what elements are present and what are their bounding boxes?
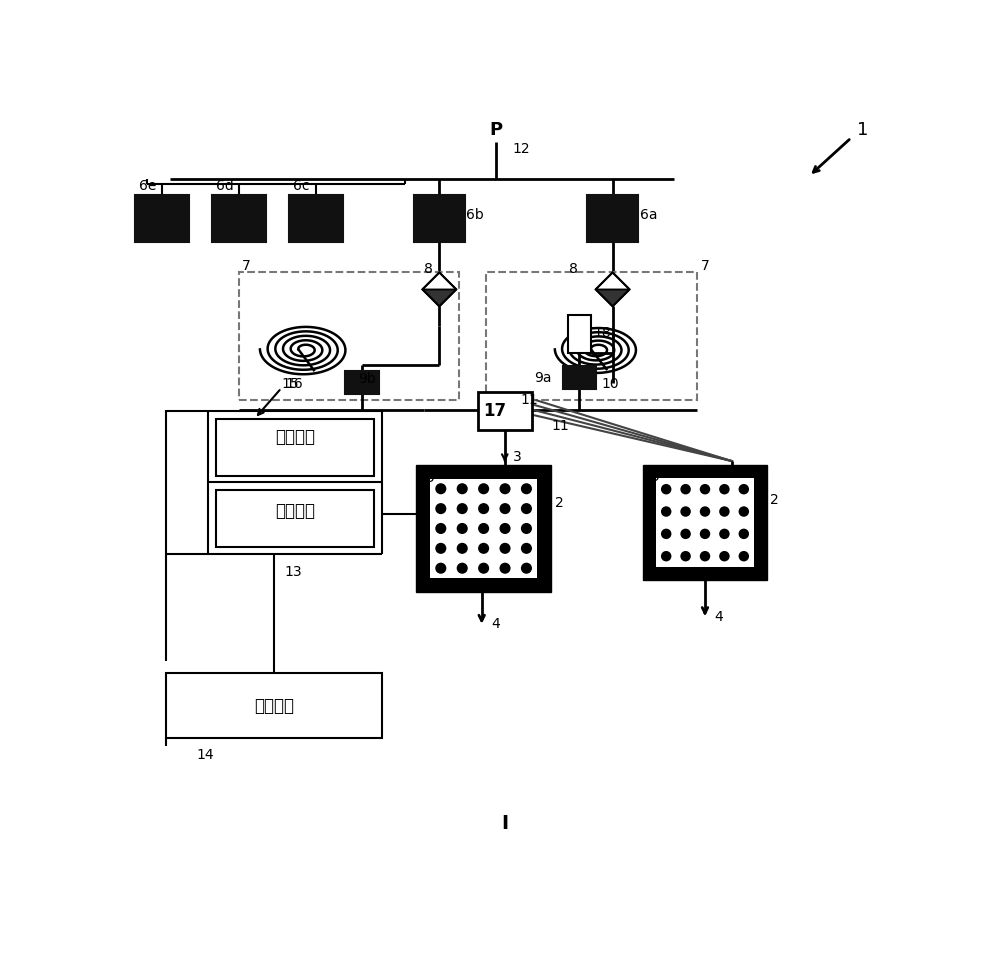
Text: 1: 1 xyxy=(857,121,869,139)
Circle shape xyxy=(478,542,489,554)
Circle shape xyxy=(435,523,446,534)
Polygon shape xyxy=(596,272,630,289)
Circle shape xyxy=(739,506,749,517)
Circle shape xyxy=(435,542,446,554)
Text: 15: 15 xyxy=(282,377,299,392)
Text: 寻址系统: 寻址系统 xyxy=(275,501,315,520)
Text: 7: 7 xyxy=(701,260,710,273)
Polygon shape xyxy=(422,289,456,307)
Text: 5: 5 xyxy=(651,470,660,483)
Circle shape xyxy=(435,483,446,495)
Text: 5: 5 xyxy=(425,471,434,485)
FancyBboxPatch shape xyxy=(414,196,465,242)
FancyBboxPatch shape xyxy=(563,367,596,390)
Circle shape xyxy=(435,503,446,514)
Circle shape xyxy=(435,562,446,574)
Text: 9a: 9a xyxy=(534,371,552,385)
Circle shape xyxy=(680,484,691,495)
Text: 3: 3 xyxy=(512,450,521,464)
Text: 控制单元: 控制单元 xyxy=(254,696,294,714)
Text: 13: 13 xyxy=(285,565,302,579)
Text: 6a: 6a xyxy=(640,207,657,222)
Text: 8: 8 xyxy=(424,262,433,276)
Circle shape xyxy=(499,542,511,554)
Circle shape xyxy=(739,529,749,540)
Text: 16: 16 xyxy=(285,377,303,392)
Text: 11: 11 xyxy=(551,419,569,434)
Circle shape xyxy=(478,503,489,514)
FancyBboxPatch shape xyxy=(216,490,374,547)
Text: 6c: 6c xyxy=(293,180,310,193)
Circle shape xyxy=(521,542,532,554)
Circle shape xyxy=(499,483,511,495)
Polygon shape xyxy=(422,272,456,289)
FancyBboxPatch shape xyxy=(216,418,374,477)
FancyBboxPatch shape xyxy=(212,196,266,242)
Text: I: I xyxy=(501,814,508,833)
Text: 18: 18 xyxy=(593,326,611,340)
Circle shape xyxy=(478,562,489,574)
Text: 2: 2 xyxy=(770,493,779,506)
Circle shape xyxy=(680,529,691,540)
Text: 14: 14 xyxy=(197,748,214,761)
Circle shape xyxy=(457,483,468,495)
Circle shape xyxy=(499,503,511,514)
Circle shape xyxy=(661,506,671,517)
Circle shape xyxy=(521,483,532,495)
FancyBboxPatch shape xyxy=(135,196,189,242)
FancyBboxPatch shape xyxy=(416,465,551,592)
Circle shape xyxy=(661,551,671,562)
Circle shape xyxy=(499,523,511,534)
Text: 6d: 6d xyxy=(216,180,234,193)
Circle shape xyxy=(680,551,691,562)
Circle shape xyxy=(700,484,710,495)
Circle shape xyxy=(700,529,710,540)
Circle shape xyxy=(521,503,532,514)
Circle shape xyxy=(719,506,730,517)
Circle shape xyxy=(521,562,532,574)
Text: P: P xyxy=(489,121,502,139)
FancyBboxPatch shape xyxy=(587,196,638,242)
Circle shape xyxy=(739,484,749,495)
Circle shape xyxy=(457,542,468,554)
Circle shape xyxy=(719,529,730,540)
Circle shape xyxy=(478,483,489,495)
Circle shape xyxy=(739,551,749,562)
Text: 11: 11 xyxy=(520,393,538,407)
Circle shape xyxy=(661,529,671,540)
Circle shape xyxy=(680,506,691,517)
Text: 7: 7 xyxy=(241,260,250,273)
Text: 6b: 6b xyxy=(466,207,484,222)
Circle shape xyxy=(457,503,468,514)
Circle shape xyxy=(521,523,532,534)
FancyBboxPatch shape xyxy=(656,478,754,567)
Circle shape xyxy=(499,562,511,574)
FancyBboxPatch shape xyxy=(289,196,343,242)
FancyBboxPatch shape xyxy=(166,673,382,738)
Circle shape xyxy=(457,523,468,534)
Circle shape xyxy=(457,562,468,574)
Circle shape xyxy=(700,506,710,517)
Text: 4: 4 xyxy=(714,609,723,624)
Text: 9b: 9b xyxy=(358,371,376,386)
FancyBboxPatch shape xyxy=(643,465,767,581)
Text: 8: 8 xyxy=(569,262,578,276)
FancyBboxPatch shape xyxy=(568,315,591,353)
Text: 测量系统: 测量系统 xyxy=(275,428,315,446)
Text: 12: 12 xyxy=(512,142,530,157)
Text: 4: 4 xyxy=(491,617,500,631)
Text: 10: 10 xyxy=(601,377,619,392)
Polygon shape xyxy=(596,289,630,307)
Circle shape xyxy=(661,484,671,495)
FancyBboxPatch shape xyxy=(478,392,532,431)
Text: 17: 17 xyxy=(483,402,506,420)
Circle shape xyxy=(700,551,710,562)
Circle shape xyxy=(719,484,730,495)
Text: 2: 2 xyxy=(555,496,564,510)
Text: 6e: 6e xyxy=(139,180,156,193)
FancyBboxPatch shape xyxy=(430,478,537,578)
Circle shape xyxy=(478,523,489,534)
Circle shape xyxy=(719,551,730,562)
FancyBboxPatch shape xyxy=(345,371,379,394)
